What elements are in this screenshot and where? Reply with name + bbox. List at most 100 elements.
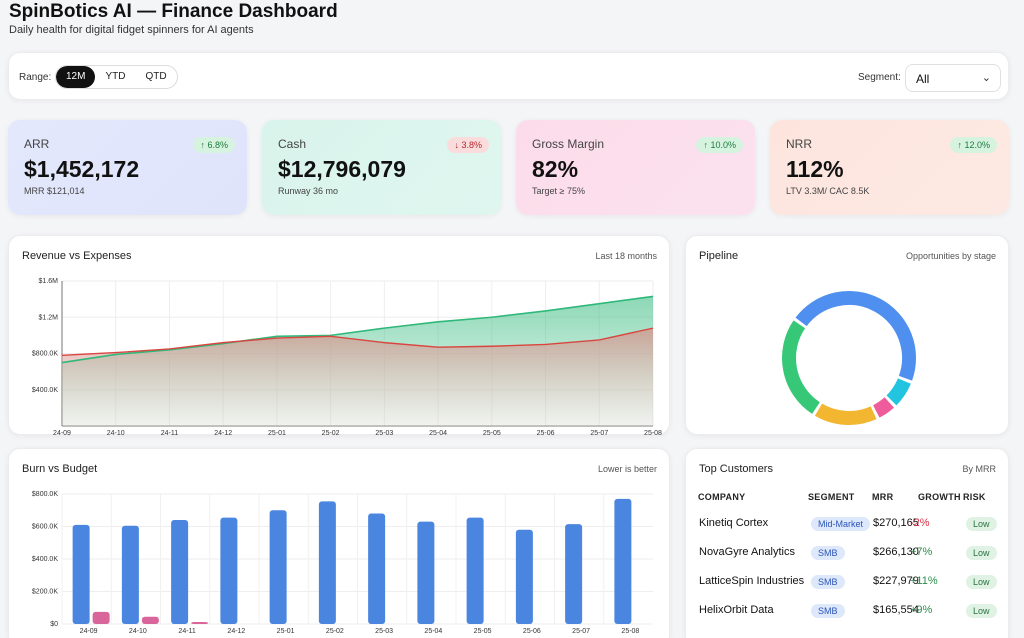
kpi-delta-badge: ↓ 3.8% <box>447 137 489 153</box>
x-tick-label: 25-04 <box>424 628 442 635</box>
mrr-value: $227,979 <box>873 575 919 587</box>
panel-title: Revenue vs Expenses <box>22 250 132 262</box>
panel-note: By MRR <box>962 464 997 474</box>
kpi-card-nrr: NRR ↑ 12.0% 112% LTV 3.3M/ CAC 8.5K <box>770 120 1009 215</box>
x-tick-label: 24-09 <box>80 628 98 635</box>
y-tick-label: $1.2M <box>39 314 59 321</box>
panel-title: Pipeline <box>699 250 739 262</box>
kpi-value: $12,796,079 <box>278 156 406 182</box>
page-title: SpinBotics AI — Finance Dashboard <box>9 1 338 22</box>
column-header-segment: SEGMENT <box>808 492 855 502</box>
x-tick-label: 25-05 <box>474 628 492 635</box>
donut-slice <box>872 397 895 418</box>
revenue-line <box>61 295 654 364</box>
x-tick-label: 25-08 <box>644 430 662 436</box>
x-tick-label: 25-02 <box>326 628 344 635</box>
mrr-value: $165,554 <box>873 604 919 616</box>
burn-bar <box>565 524 583 624</box>
kpi-delta-badge: ↑ 6.8% <box>193 137 235 153</box>
growth-value: +7% <box>910 546 933 558</box>
kpi-label: Cash <box>278 137 307 151</box>
kpi-delta-badge: ↑ 10.0% <box>696 137 743 153</box>
burn-bar <box>171 520 189 624</box>
growth-value: +9% <box>910 604 933 616</box>
donut-slice <box>886 378 911 406</box>
y-tick-label: $800.0K <box>32 491 58 498</box>
burn-bar <box>614 498 632 624</box>
burn-bar <box>515 529 533 624</box>
table-row[interactable]: Kinetiq Cortex Mid-Market $270,165 -2% L… <box>685 510 1009 538</box>
range-option-ytd[interactable]: YTD <box>105 71 126 82</box>
risk-badge: Low <box>966 604 997 618</box>
x-tick-label: 25-07 <box>590 430 608 436</box>
x-tick-label: 24-11 <box>178 628 195 635</box>
kpi-card-cash: Cash ↓ 3.8% $12,796,079 Runway 36 mo <box>262 120 501 215</box>
range-option-qtd[interactable]: QTD <box>145 71 167 82</box>
x-tick-label: 24-10 <box>107 430 125 436</box>
x-tick-label: 25-05 <box>483 430 501 436</box>
x-tick-label: 24-09 <box>53 430 71 436</box>
burn-bar <box>368 513 386 624</box>
table-row[interactable]: LatticeSpin Industries SMB $227,979 +11%… <box>685 568 1009 596</box>
x-tick-label: 24-12 <box>227 628 245 635</box>
x-tick-label: 25-08 <box>621 628 639 635</box>
kpi-subtext: Runway 36 mo <box>278 186 339 196</box>
pipeline-donut-chart <box>782 291 916 425</box>
y-tick-label: $800.0K <box>32 351 58 358</box>
column-header-company: COMPANY <box>698 492 746 502</box>
y-tick-label: $400.0K <box>32 556 58 563</box>
company-name: Kinetiq Cortex <box>699 517 769 529</box>
x-tick-label: 25-02 <box>322 430 340 436</box>
risk-badge: Low <box>966 517 997 531</box>
segment-badge: SMB <box>811 604 845 618</box>
kpi-subtext: MRR $121,014 <box>24 186 85 196</box>
x-tick-label: 24-12 <box>214 430 232 436</box>
kpi-subtext: LTV 3.3M/ CAC 8.5K <box>786 186 870 196</box>
table-row[interactable]: HelixOrbit Data SMB $165,554 +9% Low <box>685 597 1009 625</box>
range-option-12m[interactable]: 12M <box>56 66 96 88</box>
chevron-down-icon: ⌄ <box>981 72 991 84</box>
filter-bar: Range: 12M YTD QTD Segment: All ⌄ <box>8 52 1009 100</box>
panel-note: Opportunities by stage <box>905 251 996 261</box>
y-tick-label: $200.0K <box>32 589 58 596</box>
kpi-value: 112% <box>786 156 844 182</box>
mrr-value: $266,130 <box>873 546 919 558</box>
panel-note: Lower is better <box>597 464 657 474</box>
segment-badge: SMB <box>811 575 845 589</box>
burn-bar <box>121 525 139 624</box>
burn-bar <box>269 510 287 624</box>
column-header-mrr: MRR <box>872 492 894 502</box>
panel-title: Burn vs Budget <box>22 463 98 475</box>
kpi-card-arr: ARR ↑ 6.8% $1,452,172 MRR $121,014 <box>8 120 247 215</box>
growth-value: -2% <box>910 517 930 529</box>
company-name: HelixOrbit Data <box>699 604 774 616</box>
range-label: Range: <box>19 72 52 83</box>
burn-chart: $0 $200.0K $400.0K $600.0K $800.0K 24-09 24-10… <box>32 491 653 635</box>
burn-bar <box>220 517 238 624</box>
arrow-up-icon: ↑ <box>957 140 962 150</box>
kpi-label: NRR <box>786 137 812 151</box>
company-name: NovaGyre Analytics <box>699 546 795 558</box>
y-tick-label: $400.0K <box>32 387 58 394</box>
panel-title: Top Customers <box>699 463 773 475</box>
column-header-growth: GROWTH <box>918 492 961 502</box>
segment-select[interactable]: All ⌄ <box>905 64 1001 92</box>
segment-select-value: All <box>916 72 930 86</box>
customers-panel: Top Customers By MRR <box>685 448 1009 638</box>
x-tick-label: 25-01 <box>277 628 295 635</box>
x-tick-label: 25-04 <box>429 430 447 436</box>
segment-label: Segment: <box>858 72 901 83</box>
overrun-bar <box>141 616 159 624</box>
x-tick-label: 24-10 <box>129 628 147 635</box>
x-tick-label: 25-07 <box>572 628 590 635</box>
kpi-subtext: Target ≥ 75% <box>532 186 585 196</box>
table-row[interactable]: NovaGyre Analytics SMB $266,130 +7% Low <box>685 539 1009 567</box>
burn-bar <box>318 501 336 624</box>
x-tick-label: 24-11 <box>161 430 178 436</box>
burn-bar <box>466 517 484 624</box>
x-tick-label: 25-06 <box>523 628 541 635</box>
risk-badge: Low <box>966 575 997 589</box>
customers-table-body: Kinetiq Cortex Mid-Market $270,165 -2% L… <box>685 510 1009 630</box>
revenue-chart: $400.0K $800.0K $1.2M $1.6M 24-09 24-10 24-11 2… <box>32 278 662 436</box>
page-subtitle: Daily health for digital fidget spinners… <box>9 24 254 36</box>
